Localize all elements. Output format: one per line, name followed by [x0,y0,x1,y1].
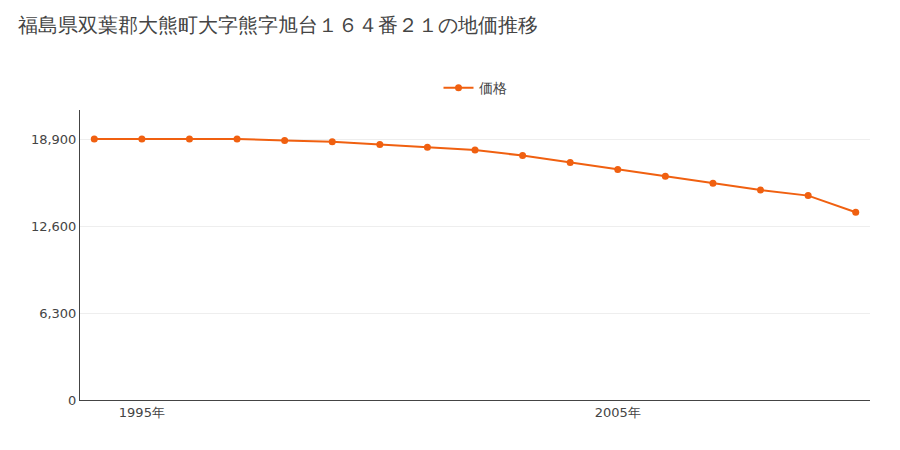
svg-text:価格: 価格 [479,80,507,96]
svg-text:福島県双葉郡大熊町大字熊字旭台１６４番２１の地価推移: 福島県双葉郡大熊町大字熊字旭台１６４番２１の地価推移 [18,13,538,37]
svg-text:1995年: 1995年 [119,405,165,420]
svg-text:2005年: 2005年 [595,405,641,420]
svg-text:6,300: 6,300 [39,306,76,321]
svg-text:18,900: 18,900 [31,132,77,147]
svg-text:12,600: 12,600 [31,219,77,234]
svg-text:0: 0 [68,393,76,408]
